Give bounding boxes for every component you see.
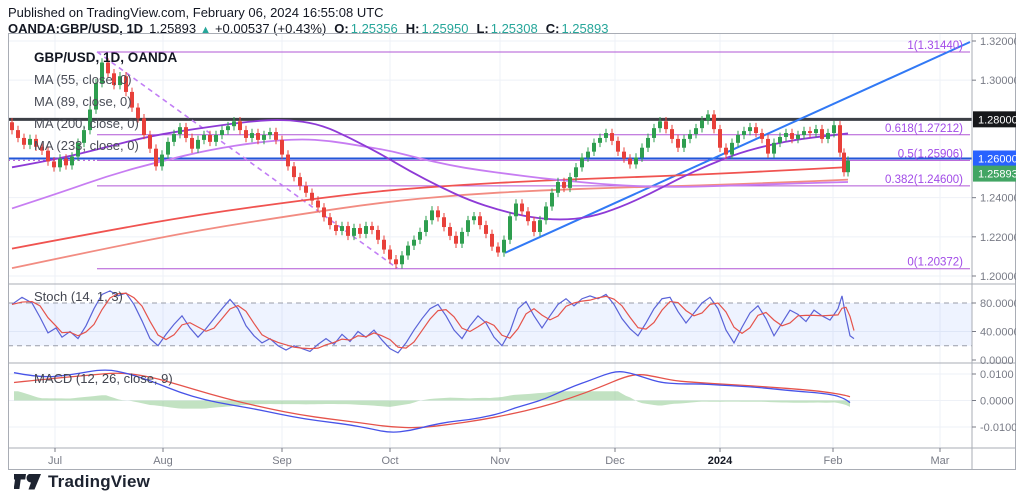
low-value: 1.25308	[490, 21, 538, 36]
macd-signal-line	[13, 372, 851, 429]
time-label-Sep: Sep	[272, 455, 292, 467]
macd-line	[13, 369, 851, 433]
time-label-Mar: Mar	[931, 455, 950, 467]
time-label-Oct: Oct	[381, 455, 398, 467]
time-label-Nov: Nov	[490, 455, 510, 467]
ma-233-line	[11, 178, 849, 270]
time-label-Jul: Jul	[48, 455, 62, 467]
ma-89-line	[11, 138, 849, 210]
up-arrow-icon: ▲	[200, 24, 211, 36]
tradingview-logo[interactable]: TradingView	[14, 472, 150, 492]
last-price: 1.25893	[149, 21, 197, 36]
tradingview-logo-icon	[14, 474, 41, 490]
price-badge-label: 1.26000	[978, 153, 1016, 165]
high-value: 1.25950	[421, 21, 469, 36]
macd-histogram	[14, 391, 850, 409]
low-label: L:	[476, 21, 489, 36]
price-tick-label: 1.32000	[980, 36, 1016, 48]
fib-label: 1(1.31440)	[907, 40, 963, 52]
price-change: +0.00537 (+0.43%)	[214, 21, 327, 36]
price-badge-label: 1.28000	[978, 114, 1016, 126]
price-tick-label: 1.30000	[980, 75, 1016, 87]
stoch-band	[8, 303, 972, 346]
time-label-Feb: Feb	[824, 455, 843, 467]
stoch-d-line	[11, 292, 855, 350]
price-badge	[973, 165, 1016, 182]
time-label-Dec: Dec	[605, 455, 625, 467]
fib-label: 0.382(1.24600)	[885, 174, 963, 186]
macd-tick-label: 0.0000	[980, 396, 1014, 408]
fib-label: 0.5(1.25906)	[898, 148, 963, 160]
price-tick-label: 1.22000	[980, 232, 1016, 244]
fib-label: 0.618(1.27212)	[885, 123, 963, 135]
fib-label: 0(1.20372)	[907, 257, 963, 269]
macd-tick-label: -0.0100	[980, 422, 1016, 434]
symbol-quote-line: OANDA:GBP/USD, 1D 1.25893 ▲ +0.00537 (+0.43…	[8, 21, 608, 36]
ma-200-line	[11, 166, 849, 250]
price-tick-label: 1.24000	[980, 193, 1016, 205]
ma-55-line	[11, 119, 849, 221]
symbol-title: OANDA:GBP/USD, 1D	[8, 21, 144, 36]
stoch-tick-label: 40.0000	[980, 327, 1016, 339]
tradingview-brand-text: TradingView	[48, 472, 151, 491]
close-label: C:	[545, 21, 560, 36]
chart-area: 1.32000 1.30000 1.24000 1.22000 1.20000 80.00…	[8, 33, 1020, 470]
macd-tick-label: 0.0100	[980, 369, 1014, 381]
price-tick-label: 1.20000	[980, 271, 1016, 283]
chart-outer-border	[8, 33, 1016, 470]
candles-layer	[10, 58, 850, 269]
close-value: 1.25893	[561, 21, 609, 36]
price-badge	[973, 111, 1016, 128]
stoch-tick-label: 80.0000	[980, 298, 1016, 310]
published-line: Published on TradingView.com, February 0…	[8, 5, 384, 20]
price-badge	[973, 150, 1016, 167]
open-label: O:	[334, 21, 349, 36]
price-badge-label: 1.25893	[978, 169, 1016, 181]
stoch-tick-label: 0.0000	[980, 355, 1014, 367]
time-label-Aug: Aug	[153, 455, 173, 467]
price-chart-svg: 1.32000 1.30000 1.24000 1.22000 1.20000 80.00…	[8, 33, 1020, 470]
time-label-2024: 2024	[708, 455, 733, 467]
open-value: 1.25356	[350, 21, 398, 36]
high-label: H:	[405, 21, 420, 36]
